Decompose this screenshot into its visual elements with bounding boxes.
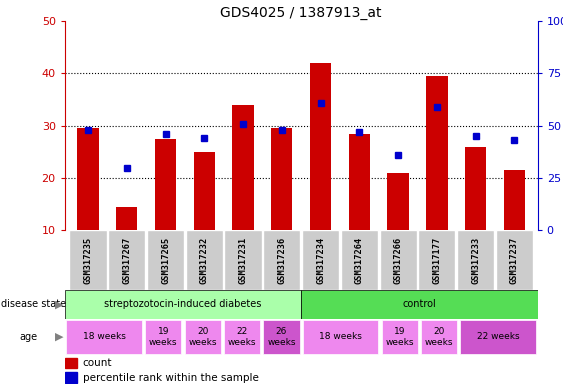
Text: 18 weeks: 18 weeks [83, 333, 126, 341]
Text: 19
weeks: 19 weeks [149, 327, 177, 347]
Text: 26
weeks: 26 weeks [267, 327, 296, 347]
Bar [310, 63, 331, 230]
Bar [263, 320, 300, 354]
Text: GSM317264: GSM317264 [355, 237, 364, 284]
Bar [387, 173, 409, 230]
Bar [225, 230, 262, 290]
Bar [155, 139, 176, 230]
Bar [341, 230, 378, 290]
Text: GSM317232: GSM317232 [200, 237, 209, 284]
Text: 22
weeks: 22 weeks [228, 327, 256, 347]
Text: GSM317234: GSM317234 [316, 237, 325, 284]
Bar [301, 290, 538, 319]
Bar [108, 230, 145, 290]
Text: streptozotocin-induced diabetes: streptozotocin-induced diabetes [104, 299, 262, 310]
Text: 22 weeks: 22 weeks [477, 333, 520, 341]
Bar [145, 320, 181, 354]
Bar [418, 230, 455, 290]
Bar [66, 320, 142, 354]
Bar [233, 105, 254, 230]
Bar [496, 230, 533, 290]
Bar [421, 320, 457, 354]
Text: GSM317233: GSM317233 [471, 237, 480, 284]
Bar [271, 128, 293, 230]
Bar [465, 147, 486, 230]
Text: control: control [403, 299, 436, 310]
Bar [382, 320, 418, 354]
Bar [186, 230, 223, 290]
Text: GSM317177: GSM317177 [432, 237, 441, 284]
Bar [504, 170, 525, 230]
Text: GSM317237: GSM317237 [510, 237, 519, 284]
Bar [65, 290, 301, 319]
Text: 19
weeks: 19 weeks [386, 327, 414, 347]
Text: 18 weeks: 18 weeks [319, 333, 362, 341]
Bar [302, 230, 339, 290]
Text: 20
weeks: 20 weeks [425, 327, 453, 347]
Text: age: age [20, 332, 38, 342]
Text: disease state: disease state [1, 299, 66, 310]
Bar [185, 320, 221, 354]
Bar [65, 358, 77, 368]
Bar [147, 230, 184, 290]
Bar [457, 230, 494, 290]
Text: percentile rank within the sample: percentile rank within the sample [83, 372, 258, 383]
Bar [426, 76, 448, 230]
Bar [263, 230, 301, 290]
Bar [224, 320, 260, 354]
Text: GSM317267: GSM317267 [122, 237, 131, 284]
Text: 20
weeks: 20 weeks [189, 327, 217, 347]
Text: GSM317236: GSM317236 [278, 237, 287, 284]
Text: GSM317235: GSM317235 [83, 237, 92, 284]
Text: ▶: ▶ [55, 332, 64, 342]
Title: GDS4025 / 1387913_at: GDS4025 / 1387913_at [221, 6, 382, 20]
Text: count: count [83, 358, 112, 368]
Bar [379, 230, 417, 290]
Bar [461, 320, 536, 354]
Bar [69, 230, 106, 290]
Bar [65, 372, 77, 382]
Bar [194, 152, 215, 230]
Bar [77, 128, 99, 230]
Bar [348, 134, 370, 230]
Text: ▶: ▶ [55, 299, 64, 310]
Text: GSM317265: GSM317265 [161, 237, 170, 284]
Text: GSM317266: GSM317266 [394, 237, 403, 284]
Text: GSM317231: GSM317231 [239, 237, 248, 284]
Bar [303, 320, 378, 354]
Bar [116, 207, 137, 230]
